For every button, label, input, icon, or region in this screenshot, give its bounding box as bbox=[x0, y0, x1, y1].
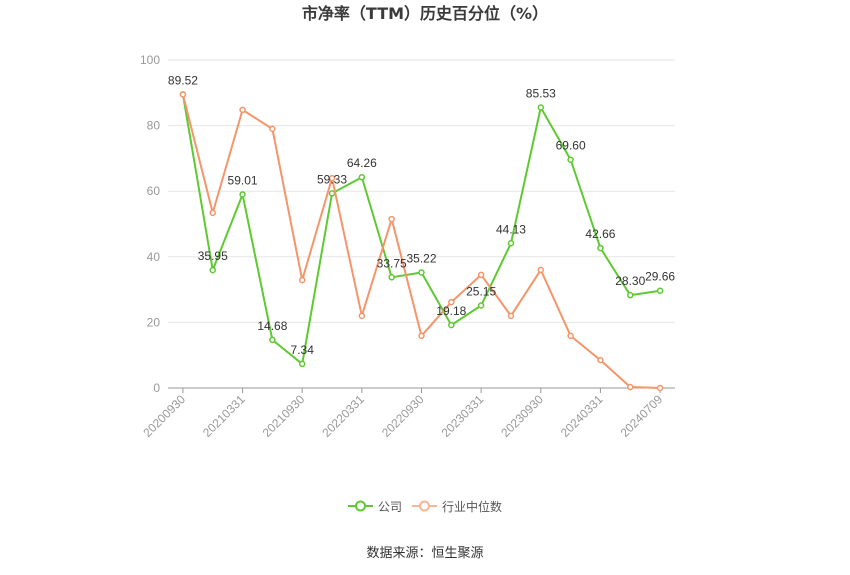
x-tick-label: 20220331 bbox=[319, 392, 367, 440]
data-label-company: 25.15 bbox=[466, 285, 496, 299]
x-tick-label: 20230930 bbox=[498, 392, 546, 440]
data-point-company bbox=[418, 269, 425, 276]
data-label-company: 42.66 bbox=[585, 227, 615, 241]
data-label-company: 35.95 bbox=[198, 249, 228, 263]
data-point-industry-median bbox=[358, 312, 366, 320]
x-tick-label: 20240331 bbox=[558, 392, 606, 440]
series-line-industry-median bbox=[181, 94, 661, 389]
data-point-industry-median bbox=[477, 271, 485, 279]
x-tick-label: 20210331 bbox=[200, 392, 248, 440]
data-point-industry-median bbox=[507, 312, 515, 320]
y-tick-label: 80 bbox=[147, 119, 161, 133]
data-point-company bbox=[209, 266, 216, 274]
data-point-industry-median bbox=[597, 356, 604, 364]
series-group bbox=[179, 91, 664, 392]
x-tick-label: 20230331 bbox=[439, 392, 487, 440]
data-label-company: 69.60 bbox=[556, 139, 586, 153]
data-point-company bbox=[448, 321, 455, 329]
data-label-company: 59.33 bbox=[317, 172, 347, 186]
data-point-company bbox=[567, 156, 574, 163]
data-source: 数据来源：恒生聚源 bbox=[366, 546, 484, 561]
legend: 公司 行业中位数 bbox=[0, 496, 850, 516]
y-tick-label: 40 bbox=[147, 250, 161, 264]
y-tick-label: 60 bbox=[147, 184, 161, 198]
data-point-company bbox=[358, 173, 366, 181]
data-point-industry-median bbox=[388, 215, 395, 223]
data-point-industry-median bbox=[567, 332, 574, 340]
legend-line-marker-icon bbox=[347, 500, 373, 512]
data-point-company bbox=[656, 287, 664, 294]
x-tick-label: 20240709 bbox=[618, 392, 666, 440]
data-label-company: 19.18 bbox=[436, 304, 466, 318]
legend-label-company: 公司 bbox=[377, 499, 402, 514]
data-point-company bbox=[388, 274, 395, 281]
data-point-industry-median bbox=[448, 298, 455, 306]
data-label-company: 44.13 bbox=[496, 222, 526, 236]
legend-item-company[interactable]: 公司 bbox=[347, 496, 402, 516]
data-label-company: 64.26 bbox=[347, 156, 377, 170]
x-tick-label: 20220930 bbox=[379, 392, 427, 440]
data-point-company bbox=[597, 244, 604, 252]
data-point-industry-median bbox=[209, 209, 216, 217]
data-label-company: 85.53 bbox=[526, 86, 556, 100]
y-tick-label: 100 bbox=[140, 53, 160, 67]
data-point-company bbox=[239, 191, 246, 198]
x-tick-label: 20210930 bbox=[260, 392, 308, 440]
data-point-industry-median bbox=[239, 106, 246, 114]
data-point-company bbox=[507, 240, 515, 247]
data-point-industry-median bbox=[179, 91, 187, 98]
data-point-industry-median bbox=[298, 276, 306, 284]
x-tick-label: 20200930 bbox=[140, 392, 188, 440]
data-label-company: 59.01 bbox=[228, 173, 258, 187]
data-point-industry-median bbox=[537, 266, 545, 274]
data-point-industry-median bbox=[269, 125, 276, 133]
data-point-company bbox=[328, 190, 336, 197]
data-point-company bbox=[298, 360, 306, 368]
y-tick-label: 20 bbox=[147, 315, 161, 329]
legend-label-industry-median: 行业中位数 bbox=[442, 499, 503, 514]
legend-line-marker-icon bbox=[412, 500, 437, 512]
data-point-company bbox=[537, 104, 545, 111]
data-label-company: 89.52 bbox=[168, 73, 198, 87]
data-point-company bbox=[477, 302, 485, 309]
legend-item-industry-median[interactable]: 行业中位数 bbox=[412, 496, 502, 516]
data-point-company bbox=[627, 291, 634, 299]
data-label-company: 33.75 bbox=[377, 256, 407, 270]
data-label-company: 29.66 bbox=[645, 270, 675, 284]
data-point-industry-median bbox=[328, 174, 336, 182]
data-label-company: 35.22 bbox=[406, 251, 436, 265]
chart-title: 市净率（TTM）历史百分位（%） bbox=[301, 4, 549, 23]
data-label-company: 7.34 bbox=[291, 343, 315, 357]
data-point-company bbox=[269, 336, 276, 344]
data-point-industry-median bbox=[656, 384, 664, 392]
data-point-industry-median bbox=[418, 332, 425, 340]
y-tick-label: 0 bbox=[153, 381, 160, 395]
data-label-company: 14.68 bbox=[257, 319, 287, 333]
data-label-company: 28.30 bbox=[615, 274, 645, 288]
data-point-industry-median bbox=[627, 383, 634, 391]
